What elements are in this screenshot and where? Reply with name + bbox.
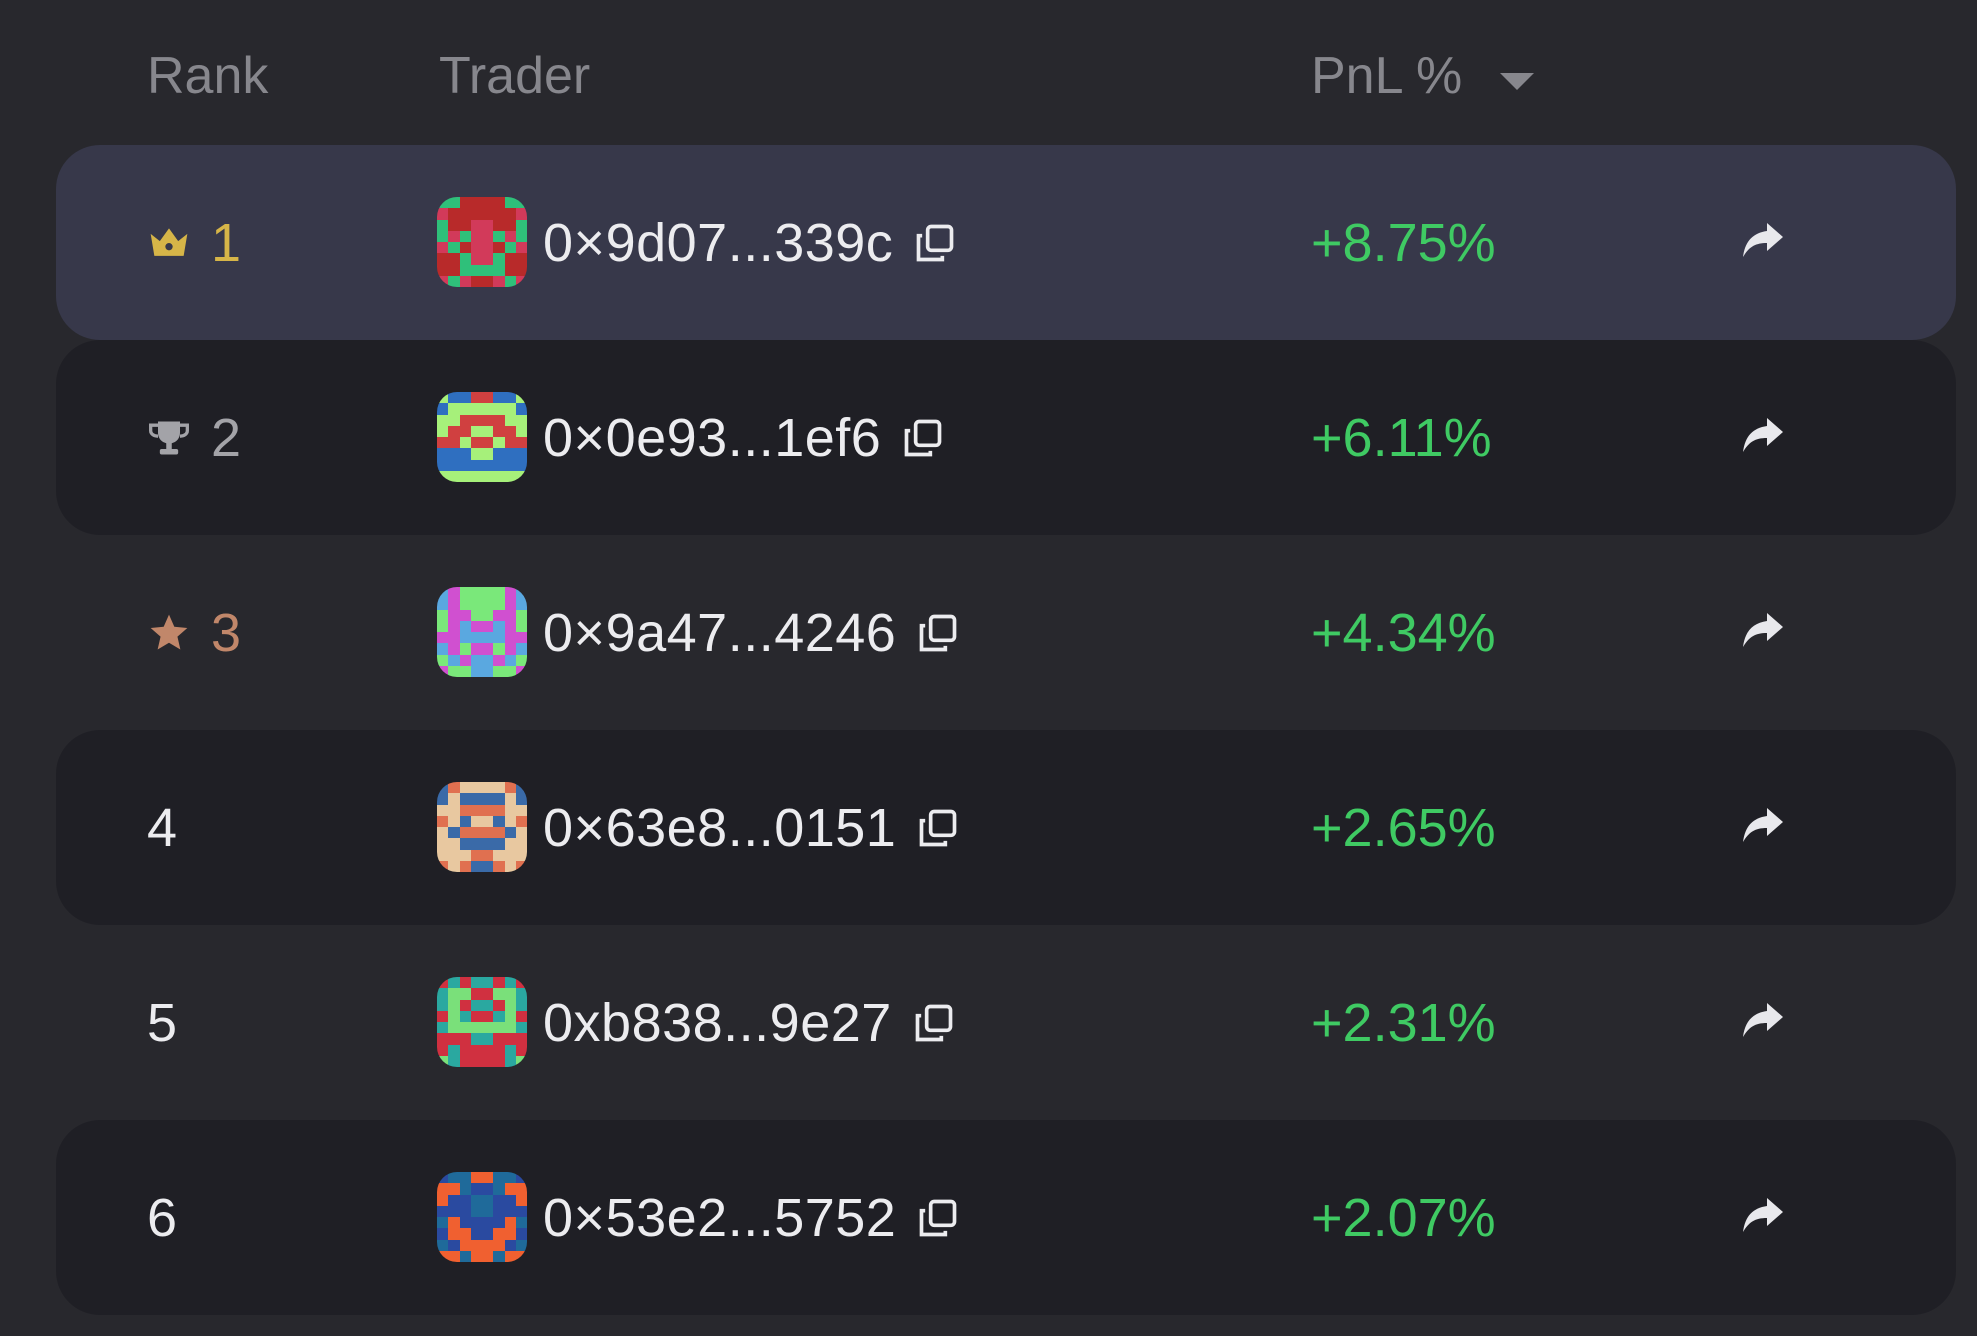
avatar xyxy=(437,782,527,872)
avatar xyxy=(437,587,527,677)
avatar xyxy=(437,977,527,1067)
trader-address: 0×53e2...5752 xyxy=(543,1120,960,1315)
copy-icon[interactable] xyxy=(916,611,960,655)
share-icon[interactable] xyxy=(1739,800,1787,848)
rank-number: 4 xyxy=(147,797,178,858)
trader-address: 0×63e8...0151 xyxy=(543,730,960,925)
rank-cell: 3 xyxy=(147,535,241,730)
rank-number: 2 xyxy=(211,407,242,468)
share-icon[interactable] xyxy=(1739,605,1787,653)
avatar xyxy=(437,197,527,287)
copy-icon[interactable] xyxy=(916,1196,960,1240)
caret-down-icon[interactable] xyxy=(1500,72,1535,90)
avatar xyxy=(437,392,527,482)
share-icon[interactable] xyxy=(1739,215,1787,263)
copy-icon[interactable] xyxy=(916,806,960,850)
pnl-value: +2.07% xyxy=(1311,1187,1496,1248)
share-icon[interactable] xyxy=(1739,410,1787,458)
table-row[interactable]: 1 0×9d07...339c +8.75% xyxy=(56,145,1956,340)
trader-address: 0×9a47...4246 xyxy=(543,535,960,730)
table-row[interactable]: 3 0×9a47...4246 +4.34% xyxy=(56,535,1956,730)
trader-column-header: Trader xyxy=(439,47,591,105)
address-text: 0×9d07...339c xyxy=(543,212,894,273)
copy-icon[interactable] xyxy=(912,1001,956,1045)
trader-address: 0×9d07...339c xyxy=(543,145,957,340)
share-icon[interactable] xyxy=(1739,1190,1787,1238)
address-text: 0×9a47...4246 xyxy=(543,602,897,663)
rank-number: 6 xyxy=(147,1187,178,1248)
rank-cell: 4 xyxy=(147,730,177,925)
rank-cell: 6 xyxy=(147,1120,177,1315)
share-icon[interactable] xyxy=(1739,995,1787,1043)
crown-icon xyxy=(150,227,188,256)
copy-icon[interactable] xyxy=(901,416,945,460)
table-row[interactable]: 5 0xb838...9e27 +2.31% xyxy=(56,925,1956,1120)
trophy-icon xyxy=(149,421,189,454)
rank-number: 1 xyxy=(211,212,242,273)
address-text: 0×53e2...5752 xyxy=(543,1187,897,1248)
pnl-value: +8.75% xyxy=(1311,212,1496,273)
copy-icon[interactable] xyxy=(913,221,957,265)
table-row[interactable]: 6 0×53e2...5752 +2.07% xyxy=(56,1120,1956,1315)
avatar xyxy=(437,1172,527,1262)
trader-address: 0×0e93...1ef6 xyxy=(543,340,945,535)
table-row[interactable]: 4 0×63e8...0151 +2.65% xyxy=(56,730,1956,925)
pnl-column-header[interactable]: PnL % xyxy=(1311,44,1535,108)
pnl-value: +2.31% xyxy=(1311,992,1496,1053)
rank-number: 3 xyxy=(211,602,242,663)
address-text: 0xb838...9e27 xyxy=(543,992,892,1053)
pnl-value: +6.11% xyxy=(1311,407,1492,468)
rank-cell: 1 xyxy=(147,145,241,340)
leaderboard-header: Rank Trader PnL % xyxy=(0,0,1977,150)
rank-cell: 5 xyxy=(147,925,177,1120)
rank-cell: 2 xyxy=(147,340,241,535)
pnl-header-label: PnL % xyxy=(1311,47,1463,105)
rank-number: 5 xyxy=(147,992,178,1053)
pnl-value: +2.65% xyxy=(1311,797,1496,858)
trader-address: 0xb838...9e27 xyxy=(543,925,956,1120)
table-row[interactable]: 2 0×0e93...1ef6 +6.11% xyxy=(56,340,1956,535)
rank-column-header: Rank xyxy=(147,47,269,105)
address-text: 0×0e93...1ef6 xyxy=(543,407,882,468)
star-icon xyxy=(150,614,188,649)
address-text: 0×63e8...0151 xyxy=(543,797,897,858)
pnl-value: +4.34% xyxy=(1311,602,1496,663)
